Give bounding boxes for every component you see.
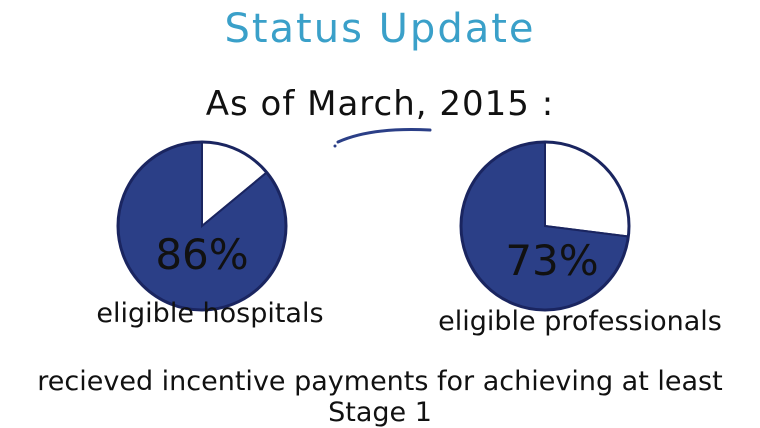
footer-note: recieved incentive payments for achievin…: [37, 366, 723, 428]
hospitals-pie-outline: [116, 140, 288, 312]
professionals-percent-label: 73%: [505, 236, 599, 285]
date-underline: [333, 128, 432, 148]
professionals-pie-outline: [459, 140, 631, 312]
hospitals-caption: eligible hospitals: [96, 298, 324, 329]
page-title: Status Update: [224, 6, 536, 52]
hospitals-pie-chart: [116, 140, 288, 312]
hospitals-percent-label: 86%: [155, 230, 249, 279]
date-heading: As of March, 2015 :: [205, 84, 555, 124]
professionals-caption: eligible professionals: [438, 306, 722, 337]
professionals-pie-slice-remaining: [544, 140, 630, 238]
professionals-pie-chart: [459, 140, 631, 312]
